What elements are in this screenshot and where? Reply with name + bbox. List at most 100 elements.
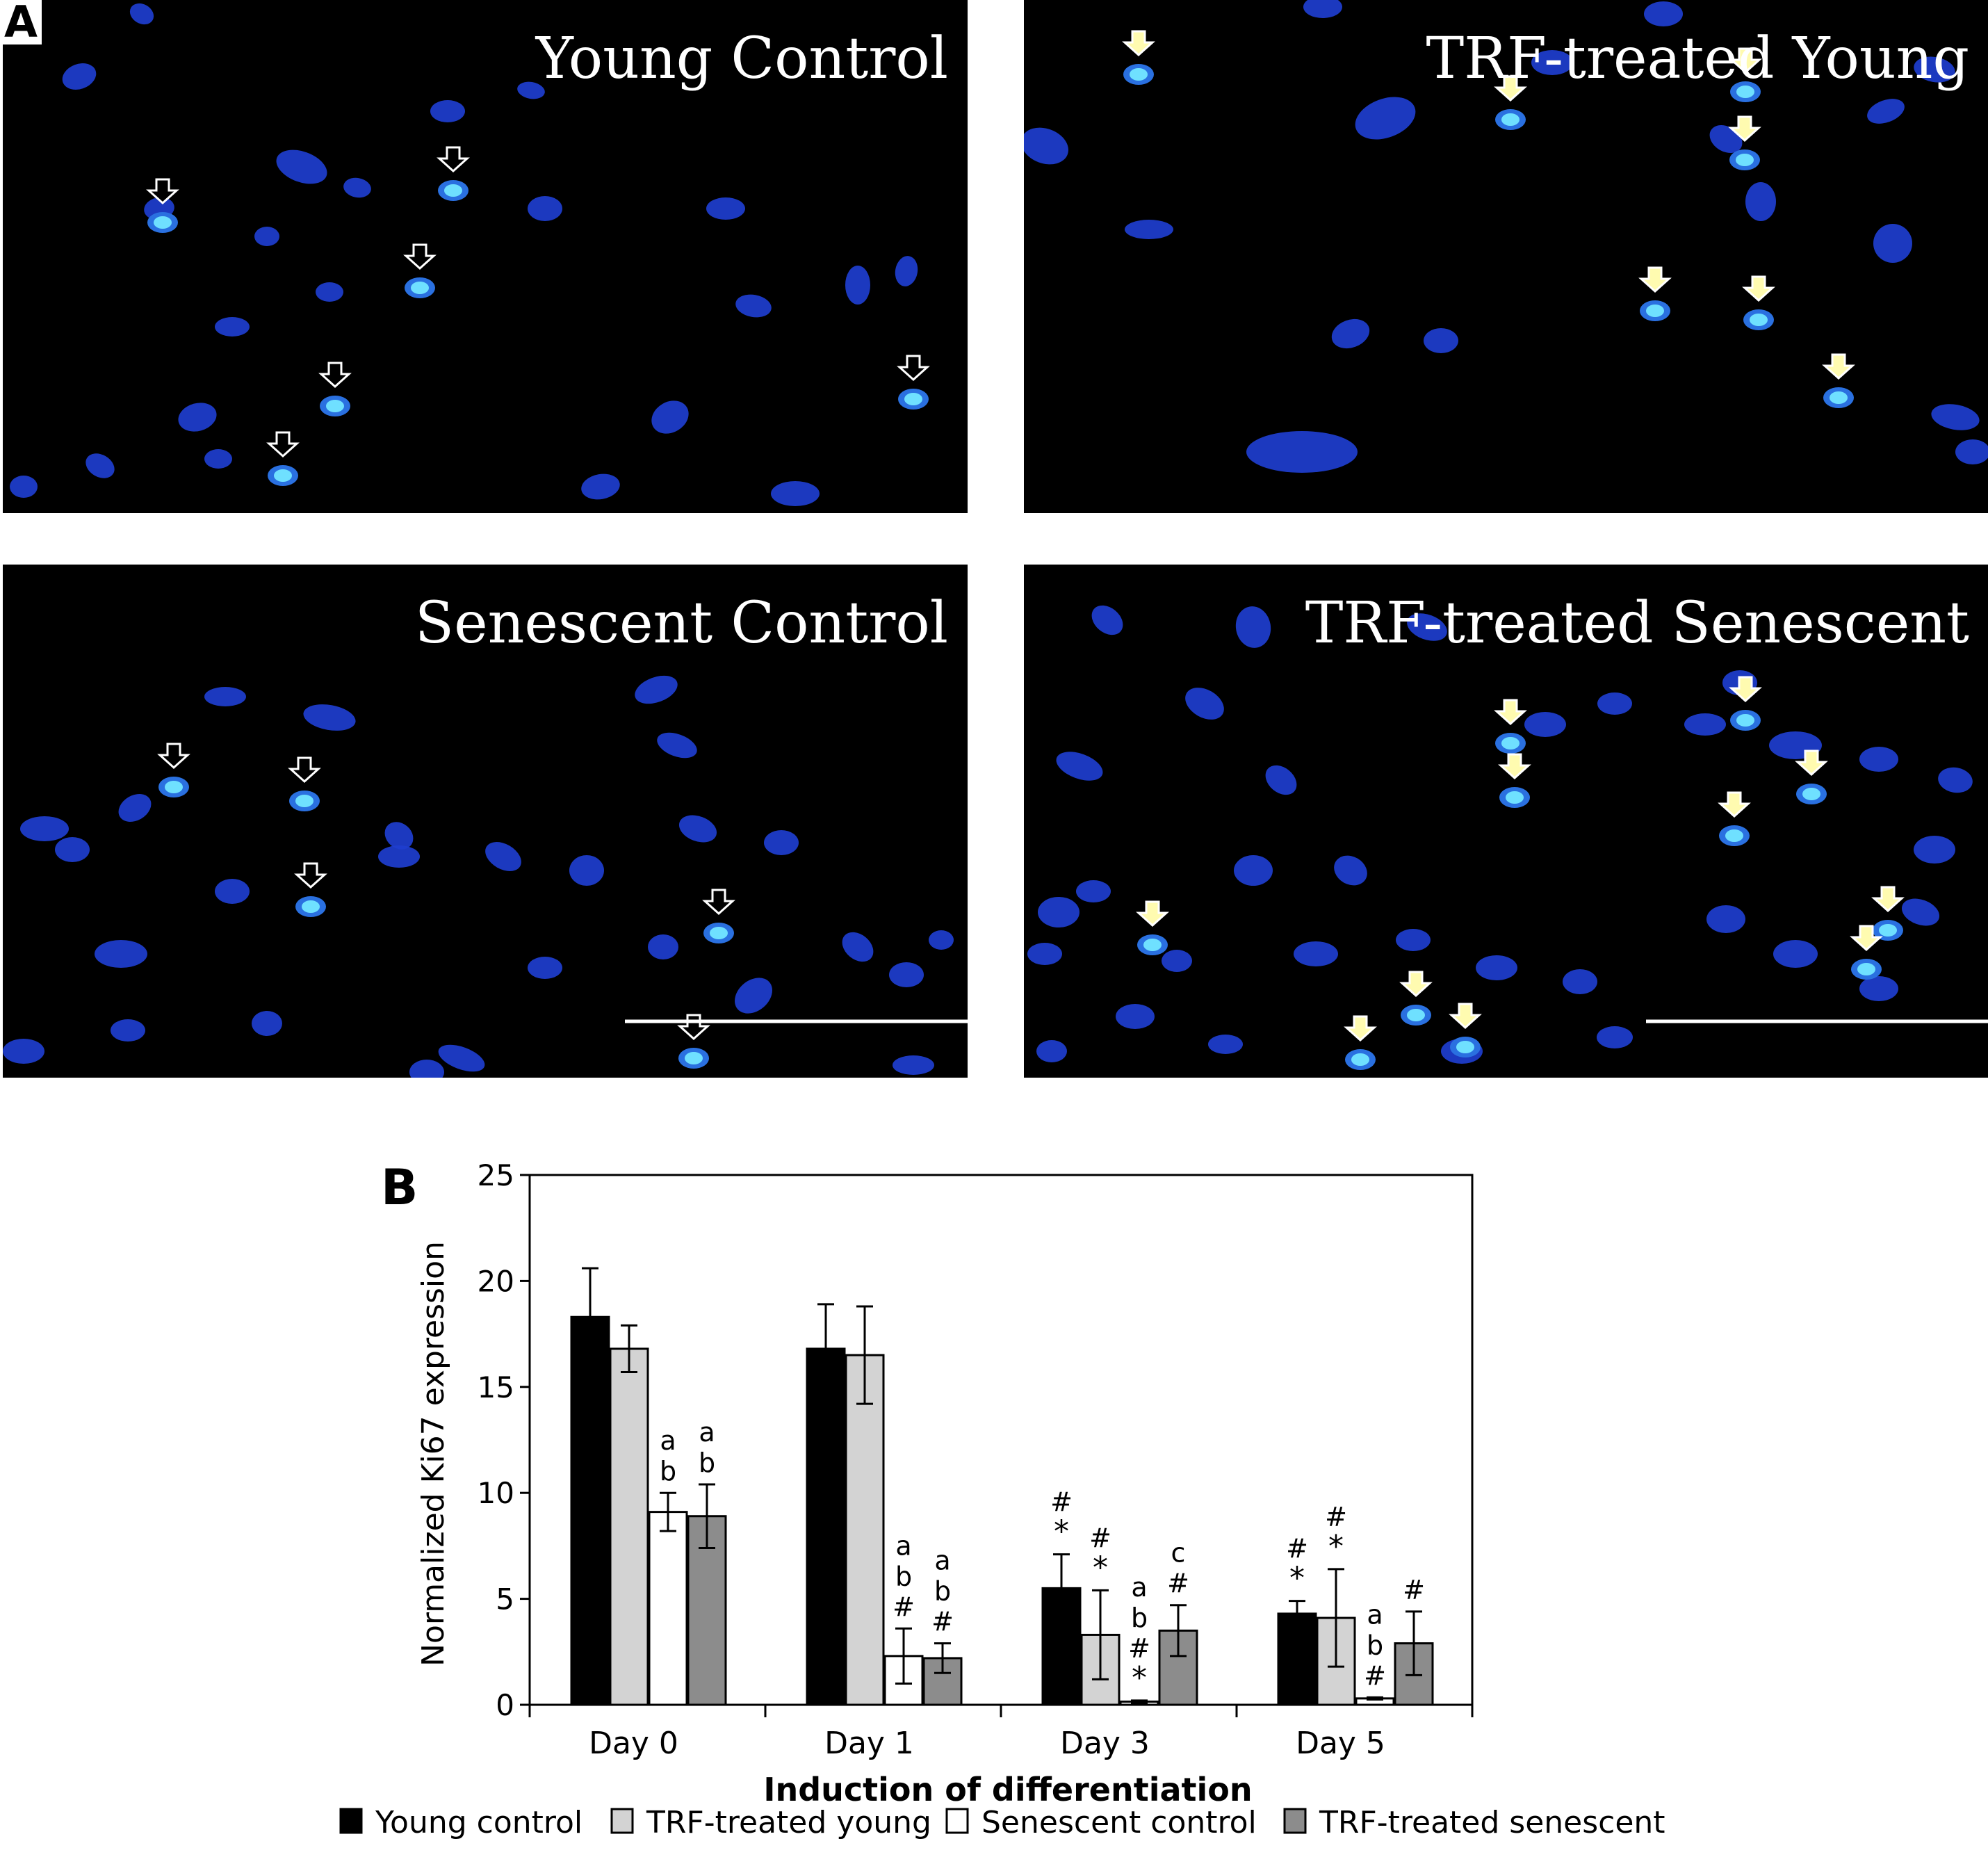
ki67-signal [1501,113,1519,126]
arrow-icon [1729,676,1762,703]
legend-swatch [945,1808,969,1834]
nucleus [118,794,152,822]
ki67-signal [1506,791,1524,804]
significance-mark: # [1325,1502,1347,1532]
nucleus [1938,767,1973,793]
significance-mark: * [1132,1660,1147,1696]
micrograph-label-senescent-control: Senescent Control [415,590,948,656]
significance-mark: # [1364,1660,1386,1691]
nucleus [1235,606,1271,648]
y-tick-label: 10 [478,1476,514,1510]
arrow-icon [146,178,179,205]
significance-mark: b [934,1576,951,1607]
bar [883,1655,924,1706]
nucleus [1294,941,1338,966]
nucleus [1265,765,1297,795]
ki67-signal [685,1052,703,1064]
significance-mark: # [1089,1523,1111,1553]
nucleus [276,149,327,184]
nucleus [1867,99,1905,124]
arrow-icon [1122,30,1155,57]
x-tick-label: Day 5 [1296,1726,1385,1761]
micrograph-senescent-control: Senescent Control [3,565,968,1078]
nucleus [1331,318,1370,349]
nucleus [343,177,371,198]
nucleus [1901,898,1940,926]
nucleus [1185,688,1224,720]
bar [609,1347,649,1706]
nucleus [1859,976,1898,1001]
nucleus [378,845,420,868]
arrow-icon [897,355,930,382]
significance-mark: * [1054,1514,1069,1550]
nucleus [204,449,232,469]
nucleus [95,940,147,968]
nucleus [438,1044,485,1072]
significance-mark: a [699,1417,715,1448]
significance-mark: # [1050,1487,1073,1518]
arrow-icon [403,243,437,270]
nucleus [485,842,521,871]
nucleus [1303,0,1342,18]
significance-mark: # [1167,1569,1189,1599]
arrow-icon [1728,115,1761,143]
micrograph-background [3,565,968,1078]
arrow-icon [1494,699,1527,726]
nucleus [764,830,799,855]
bar [1394,1642,1434,1706]
nucleus [1597,1026,1633,1048]
bar [1119,1700,1159,1706]
plot-frame [528,1174,1474,1706]
nucleus [648,934,678,959]
nucleus [1644,1,1683,26]
nucleus [1873,224,1912,263]
nucleus [1531,50,1573,75]
significance-mark: a [1367,1599,1383,1630]
nucleus [771,481,820,506]
nucleus [735,294,772,318]
arrow-icon [318,362,352,389]
significance-mark: # [931,1607,954,1637]
nucleus [1773,940,1818,968]
bar [1158,1629,1198,1706]
bar [1277,1612,1317,1706]
nucleus [215,317,250,337]
significance-mark: b [1131,1603,1148,1633]
nucleus [384,822,414,850]
nucleus [895,256,918,286]
nucleus [204,687,246,706]
ki67-signal [1857,963,1875,975]
arrow-icon [266,431,300,458]
significance-mark: * [1093,1550,1108,1585]
ki67-signal [302,900,320,913]
nucleus [1706,905,1745,933]
nucleus [517,81,545,99]
ki67-signal [444,184,462,197]
bar [1355,1697,1395,1706]
micrograph-panel: Young Control TRF-treated Young Senescen… [3,0,1988,1078]
ki67-signal [326,400,344,412]
bar [1080,1633,1121,1706]
bar [1041,1587,1082,1706]
panel-b-letter: B [381,1159,418,1216]
arrow-icon [677,1014,710,1041]
micrograph-background [1024,565,1988,1078]
arrow-icon [1136,900,1169,927]
nucleus [1396,929,1431,951]
nucleus [62,63,97,90]
ki67-signal [904,393,922,405]
nucleus [1024,127,1068,165]
micrograph-young-control: Young Control [3,0,968,513]
y-tick-label: 0 [496,1688,514,1722]
ki67-signal [1736,86,1754,98]
legend-label: TRF-treated senescent [1319,1805,1665,1840]
legend-label: Young control [375,1805,582,1840]
nucleus [1476,955,1517,980]
significance-mark: a [895,1530,911,1561]
nucleus [678,815,717,843]
arrow-icon [1498,753,1531,780]
legend-label: Senescent control [981,1805,1257,1840]
nucleus [1859,747,1898,772]
nucleus [581,473,620,500]
nucleus [1524,712,1566,737]
